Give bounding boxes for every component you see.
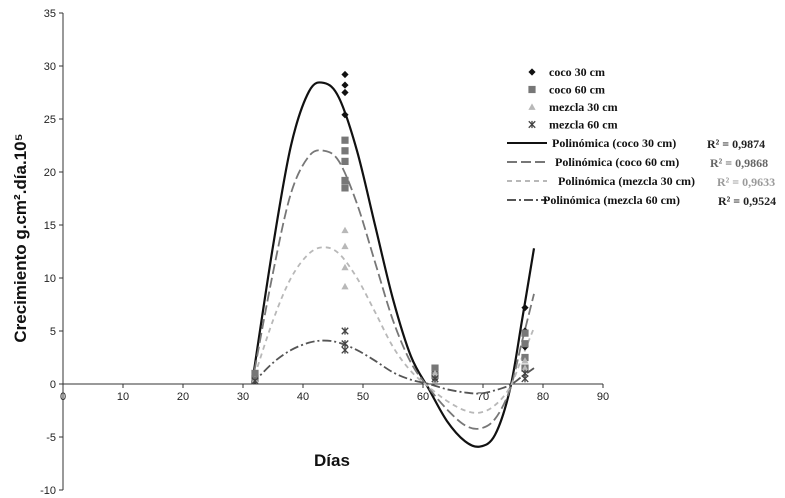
fit-curves (250, 81, 536, 448)
legend-marker-diamond (528, 68, 536, 76)
point-square (521, 329, 529, 337)
r-squared-label: R² = 0,9524 (718, 194, 776, 208)
point-square (521, 340, 529, 348)
fit-curve-2 (251, 149, 535, 430)
data-points (251, 70, 529, 385)
point-triangle (521, 364, 529, 371)
point-triangle (341, 282, 349, 290)
x-tick-label: 60 (417, 391, 429, 403)
legend-label: mezcla 30 cm (549, 100, 618, 114)
x-tick-label: 90 (597, 391, 609, 403)
point-square (341, 184, 349, 192)
point-triangle (341, 263, 349, 271)
fit-curve-3 (251, 246, 535, 414)
x-tick-label: 30 (237, 391, 249, 403)
point-star (341, 327, 349, 335)
y-tick-label: 10 (44, 273, 56, 285)
y-tick-label: 30 (44, 61, 56, 73)
point-triangle (341, 226, 349, 234)
y-tick-label: 35 (44, 8, 56, 20)
point-square (341, 176, 349, 185)
point-triangle (341, 242, 349, 250)
x-tick-label: 20 (177, 391, 189, 403)
legend-fit-label: Polinómica (mezcla 60 cm) (543, 193, 680, 207)
r-squared-label: R² = 0,9874 (707, 137, 765, 151)
legend-fit-label: Polinómica (coco 60 cm) (555, 155, 679, 169)
fit-curve-4 (251, 339, 535, 395)
legend: coco 30 cm coco 60 cm mezcla 30 cm mezcla 6… (507, 65, 776, 208)
legend-marker-square (528, 85, 536, 94)
point-diamond (341, 88, 349, 97)
point-diamond (521, 304, 529, 312)
legend-label: coco 30 cm (549, 65, 605, 79)
r-squared-label: R² = 0,9633 (717, 175, 775, 189)
x-tick-label: 70 (477, 391, 489, 403)
point-triangle (431, 369, 439, 377)
y-tick-label: 25 (44, 114, 56, 126)
point-square (251, 369, 259, 377)
x-tick-label: 50 (357, 391, 369, 403)
point-square (341, 157, 349, 165)
fit-curve-1 (250, 81, 536, 448)
point-square (341, 136, 349, 144)
point-square (431, 364, 439, 372)
point-diamond (341, 111, 349, 119)
point-star (341, 346, 349, 354)
y-axis-title: Crecimiento g.cm².día.10⁵ (11, 133, 30, 342)
y-tick-label: -5 (46, 432, 56, 444)
x-tick-label: 40 (297, 391, 309, 403)
y-tick-label: 15 (44, 220, 56, 232)
x-tick-label: 10 (117, 391, 129, 403)
point-triangle (521, 357, 529, 364)
point-square (341, 147, 349, 155)
point-star (341, 340, 349, 348)
legend-label: mezcla 60 cm (549, 118, 618, 132)
x-tick-label: 80 (537, 391, 549, 403)
y-tick-label: 0 (50, 379, 56, 391)
y-tick-label: 20 (44, 167, 56, 179)
point-star (251, 377, 259, 385)
y-tick-label: -10 (40, 485, 56, 497)
axes: 0 10 20 30 40 50 60 70 80 90 -10 -5 0 5 10 15 20 25 30 35 (40, 8, 609, 497)
point-diamond (341, 70, 349, 79)
point-diamond (341, 81, 349, 89)
legend-fit-label: Polinómica (mezcla 30 cm) (558, 174, 695, 188)
legend-marker-triangle (528, 103, 536, 110)
point-star (521, 375, 529, 383)
legend-label: coco 60 cm (549, 83, 605, 97)
legend-fit-label: Polinómica (coco 30 cm) (552, 136, 676, 150)
y-tick-label: 5 (50, 326, 56, 338)
point-star (431, 375, 439, 383)
legend-marker-star (528, 120, 536, 129)
x-axis-title: Días (314, 451, 350, 470)
x-tick-label: 0 (60, 391, 66, 403)
r-squared-label: R² = 0,9868 (710, 156, 768, 170)
